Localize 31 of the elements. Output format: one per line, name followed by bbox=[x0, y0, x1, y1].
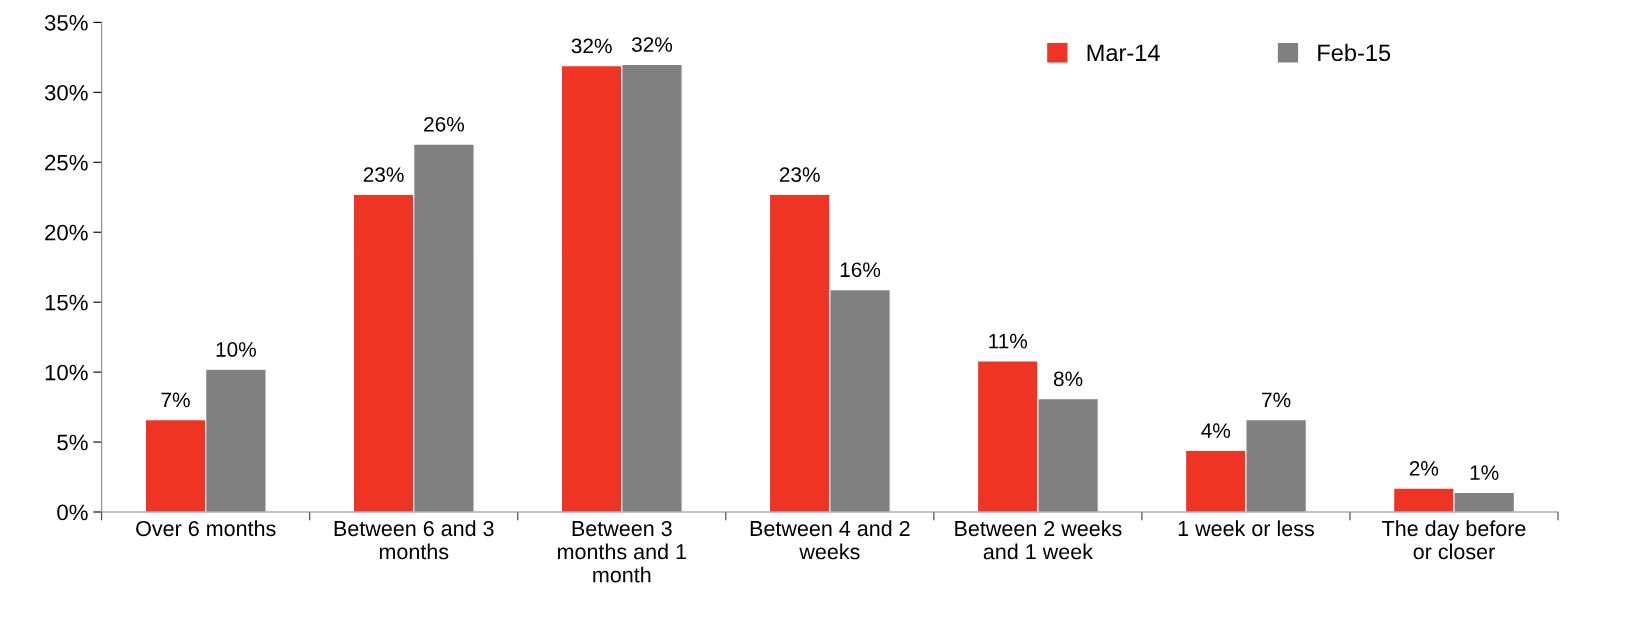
x-tick-label: The day before or closer bbox=[1382, 520, 1526, 560]
y-tick-label: 30% bbox=[44, 84, 88, 101]
data-label: 4% bbox=[1201, 423, 1231, 438]
data-label: 2% bbox=[1409, 461, 1439, 476]
x-tick-label: Between 3 months and 1 month bbox=[558, 520, 686, 583]
x-tick-label: Between 2 weeks and 1 week bbox=[955, 520, 1122, 560]
y-tick-label: 0% bbox=[57, 504, 88, 521]
x-tick-label: Between 4 and 2 weeks bbox=[750, 520, 910, 560]
x-tick-label: Over 6 months bbox=[136, 520, 276, 537]
data-label: 10% bbox=[216, 342, 256, 357]
data-label: 7% bbox=[1262, 392, 1291, 408]
y-tick-label: 5% bbox=[57, 434, 88, 451]
legend-label: Mar-14 bbox=[1087, 44, 1160, 62]
y-tick-label: 25% bbox=[45, 154, 88, 171]
data-label: 32% bbox=[571, 38, 612, 54]
y-tick-label: 35% bbox=[44, 14, 88, 31]
x-tick-label: 1 week or less bbox=[1178, 520, 1314, 537]
data-label: 26% bbox=[424, 116, 465, 132]
data-label: 16% bbox=[840, 262, 881, 278]
data-label: 23% bbox=[363, 167, 404, 183]
data-label: 7% bbox=[161, 392, 190, 408]
data-label: 1% bbox=[1470, 465, 1499, 480]
y-tick-label: 20% bbox=[45, 224, 88, 241]
data-label: 11% bbox=[989, 333, 1028, 349]
x-tick-label: Between 6 and 3 months bbox=[334, 520, 494, 560]
data-label: 8% bbox=[1053, 371, 1083, 387]
data-label: 23% bbox=[779, 167, 820, 183]
y-tick-label: 10% bbox=[45, 364, 88, 381]
y-tick-label: 15% bbox=[45, 294, 88, 311]
legend-label: Feb-15 bbox=[1318, 43, 1391, 62]
data-label: 32% bbox=[631, 37, 673, 52]
